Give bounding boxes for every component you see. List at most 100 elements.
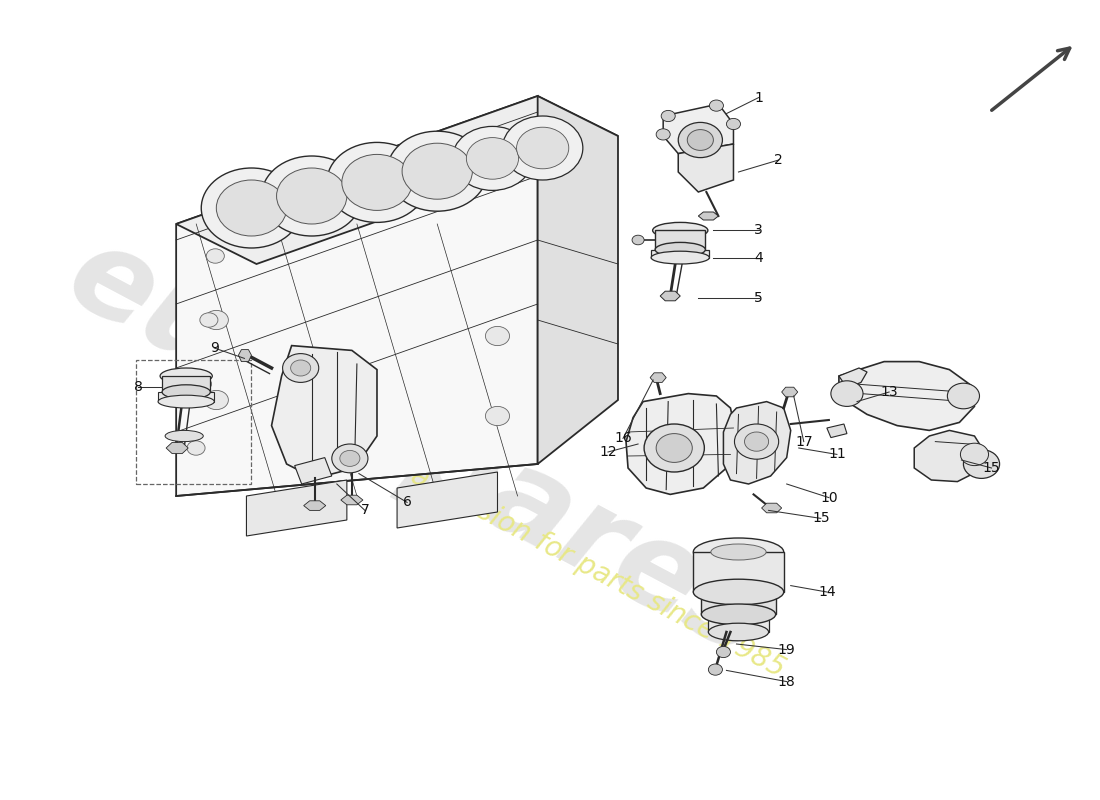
Circle shape — [452, 126, 532, 190]
Ellipse shape — [158, 395, 214, 408]
Circle shape — [283, 354, 319, 382]
Circle shape — [656, 129, 670, 140]
Ellipse shape — [656, 242, 705, 257]
Polygon shape — [650, 373, 667, 382]
Polygon shape — [295, 458, 332, 484]
Circle shape — [710, 100, 724, 111]
Polygon shape — [679, 144, 734, 192]
Circle shape — [485, 406, 509, 426]
Circle shape — [205, 390, 229, 410]
Polygon shape — [651, 250, 710, 258]
Circle shape — [340, 450, 360, 466]
Circle shape — [342, 154, 412, 210]
Circle shape — [290, 360, 310, 376]
Text: 10: 10 — [821, 490, 838, 505]
Polygon shape — [693, 552, 783, 592]
Text: 13: 13 — [880, 385, 898, 399]
Polygon shape — [724, 402, 791, 484]
Ellipse shape — [165, 430, 204, 442]
Circle shape — [503, 116, 583, 180]
Ellipse shape — [207, 249, 224, 263]
Polygon shape — [660, 291, 680, 301]
Ellipse shape — [200, 313, 218, 327]
Text: 3: 3 — [755, 223, 763, 238]
Ellipse shape — [693, 538, 783, 566]
Polygon shape — [304, 501, 326, 510]
Polygon shape — [162, 376, 210, 392]
Text: 18: 18 — [778, 674, 795, 689]
Circle shape — [688, 130, 714, 150]
Circle shape — [403, 143, 472, 199]
Text: 12: 12 — [600, 445, 617, 459]
Polygon shape — [914, 430, 984, 482]
Text: 19: 19 — [778, 642, 795, 657]
Polygon shape — [708, 614, 769, 632]
Polygon shape — [176, 96, 618, 264]
Text: 2: 2 — [774, 153, 783, 167]
Circle shape — [726, 118, 740, 130]
Polygon shape — [782, 387, 797, 397]
Ellipse shape — [161, 368, 212, 384]
Text: 5: 5 — [755, 290, 763, 305]
Text: 7: 7 — [361, 503, 370, 518]
Ellipse shape — [711, 544, 766, 560]
Polygon shape — [272, 346, 377, 478]
Ellipse shape — [651, 251, 710, 264]
Polygon shape — [626, 394, 737, 494]
Polygon shape — [341, 495, 363, 505]
Text: eurospares: eurospares — [48, 215, 785, 681]
Ellipse shape — [162, 385, 210, 399]
Circle shape — [205, 310, 229, 330]
Circle shape — [485, 326, 509, 346]
Text: 17: 17 — [795, 434, 813, 449]
Polygon shape — [698, 212, 718, 220]
Text: 1: 1 — [755, 90, 763, 105]
Circle shape — [964, 450, 1000, 478]
Circle shape — [716, 646, 730, 658]
Circle shape — [745, 432, 769, 451]
Circle shape — [960, 443, 989, 466]
Circle shape — [387, 131, 487, 211]
Text: 11: 11 — [828, 447, 846, 462]
Polygon shape — [397, 472, 497, 528]
Polygon shape — [158, 392, 214, 402]
Circle shape — [262, 156, 362, 236]
Text: 8: 8 — [133, 380, 142, 394]
Polygon shape — [761, 503, 782, 513]
Ellipse shape — [693, 579, 783, 605]
Text: 15: 15 — [982, 461, 1000, 475]
Ellipse shape — [708, 623, 769, 641]
Circle shape — [517, 127, 569, 169]
Polygon shape — [702, 592, 776, 614]
Circle shape — [661, 110, 675, 122]
Circle shape — [830, 381, 864, 406]
Polygon shape — [538, 96, 618, 464]
Polygon shape — [166, 442, 188, 454]
Text: 16: 16 — [614, 431, 631, 446]
Polygon shape — [839, 362, 975, 430]
Circle shape — [679, 122, 723, 158]
Circle shape — [708, 664, 723, 675]
Circle shape — [332, 444, 367, 473]
Circle shape — [217, 180, 287, 236]
Circle shape — [947, 383, 979, 409]
Polygon shape — [663, 104, 734, 154]
Text: 9: 9 — [210, 341, 219, 355]
Polygon shape — [656, 230, 705, 250]
Ellipse shape — [194, 377, 211, 391]
Text: 14: 14 — [818, 585, 836, 599]
Circle shape — [201, 168, 301, 248]
Polygon shape — [176, 96, 538, 496]
Circle shape — [276, 168, 346, 224]
Circle shape — [656, 434, 692, 462]
Ellipse shape — [187, 441, 205, 455]
Bar — [136, 360, 252, 484]
Text: a passion for parts since 1985: a passion for parts since 1985 — [406, 461, 790, 683]
Ellipse shape — [652, 222, 708, 238]
Circle shape — [645, 424, 704, 472]
Circle shape — [327, 142, 427, 222]
Polygon shape — [239, 350, 252, 362]
Text: 4: 4 — [755, 250, 763, 265]
Text: 15: 15 — [812, 511, 829, 526]
Ellipse shape — [702, 604, 776, 625]
